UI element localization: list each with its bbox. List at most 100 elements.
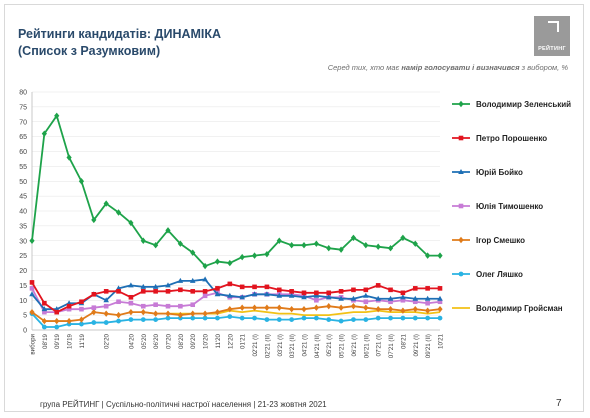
data-point-smeshko xyxy=(301,305,307,313)
data-point-boyko xyxy=(325,294,332,300)
data-point-zelensky xyxy=(202,262,208,270)
data-point-liashko xyxy=(239,315,245,321)
x-tick-label: 08'20 xyxy=(178,333,185,349)
x-tick-label: 05'21 (II) xyxy=(339,334,346,358)
x-tick-label: 09'19 xyxy=(54,333,61,349)
data-point-boyko xyxy=(103,297,109,303)
data-point-tymoshenko xyxy=(153,302,158,308)
logo-text: РЕЙТИНГ xyxy=(538,46,566,52)
data-point-tymoshenko xyxy=(140,303,146,309)
data-point-smeshko xyxy=(251,304,258,311)
y-tick-label: 75 xyxy=(19,104,27,111)
data-point-zelensky xyxy=(289,242,295,249)
x-tick-label: 07'21 (I) xyxy=(376,334,383,357)
data-point-tymoshenko xyxy=(178,303,183,309)
data-point-boyko xyxy=(363,292,369,298)
data-point-boyko xyxy=(350,295,357,301)
data-point-liashko xyxy=(79,321,84,327)
data-point-boyko xyxy=(313,292,320,298)
subtitle-prefix: Серед тих, хто має xyxy=(327,63,402,72)
data-point-poroshenko xyxy=(116,289,121,294)
data-point-tymoshenko xyxy=(29,286,35,291)
data-point-tymoshenko xyxy=(314,297,319,303)
data-point-tymoshenko xyxy=(116,299,121,305)
data-point-liashko xyxy=(54,324,60,330)
data-point-smeshko xyxy=(214,308,221,316)
data-point-smeshko xyxy=(128,308,134,316)
data-point-smeshko xyxy=(190,310,196,317)
x-tick-label: 04'20 xyxy=(128,333,135,349)
data-point-boyko xyxy=(227,292,233,298)
data-point-liashko xyxy=(227,314,233,320)
data-point-poroshenko xyxy=(178,287,183,293)
data-point-tymoshenko xyxy=(400,297,406,303)
x-tick-label: 07'21 (II) xyxy=(388,334,395,358)
x-tick-label: 05'21 (I) xyxy=(326,334,333,357)
legend-label-boyko: Юрій Бойко xyxy=(476,168,523,177)
data-point-smeshko xyxy=(140,308,146,316)
data-point-boyko xyxy=(276,292,283,298)
data-point-smeshko xyxy=(326,303,332,310)
data-point-boyko xyxy=(214,291,221,297)
slide-title: Рейтинги кандидатів: ДИНАМІКА (Список з … xyxy=(18,26,221,60)
data-point-liashko xyxy=(437,315,443,321)
data-point-poroshenko xyxy=(264,284,270,290)
data-point-zelensky xyxy=(375,243,381,250)
data-point-boyko xyxy=(251,291,258,297)
data-point-liashko xyxy=(425,315,431,321)
data-point-liashko xyxy=(103,320,109,325)
data-point-smeshko xyxy=(387,305,394,313)
data-point-smeshko xyxy=(313,304,319,311)
data-point-zelensky xyxy=(425,252,431,259)
data-point-liashko xyxy=(202,315,208,321)
data-point-liashko xyxy=(400,315,406,321)
data-point-boyko xyxy=(165,282,171,288)
data-point-zelensky xyxy=(54,112,60,119)
data-point-zelensky xyxy=(214,258,221,265)
data-point-liashko xyxy=(91,320,97,325)
data-point-tymoshenko xyxy=(388,299,393,305)
data-point-liashko xyxy=(351,317,356,322)
data-point-smeshko xyxy=(153,310,159,317)
data-point-boyko xyxy=(412,295,419,301)
x-tick-label: 05'20 xyxy=(141,333,148,349)
data-point-tymoshenko xyxy=(425,300,430,306)
series-line-liashko xyxy=(31,313,440,328)
data-point-zelensky xyxy=(363,242,369,249)
data-point-zelensky xyxy=(264,250,270,258)
data-point-boyko xyxy=(301,294,307,300)
data-point-smeshko xyxy=(78,316,85,323)
data-point-poroshenko xyxy=(412,286,418,291)
data-point-tymoshenko xyxy=(79,306,84,312)
data-point-boyko xyxy=(239,294,245,300)
data-point-zelensky xyxy=(177,240,183,247)
series-line-poroshenko xyxy=(31,281,440,314)
data-point-zelensky xyxy=(41,130,47,137)
y-tick-label: 35 xyxy=(19,223,27,230)
legend-label-liashko: Олег Ляшко xyxy=(476,270,523,279)
data-point-boyko xyxy=(41,306,48,312)
x-tick-label: 01'21 xyxy=(240,333,247,349)
data-point-poroshenko xyxy=(54,309,60,315)
data-point-smeshko xyxy=(375,305,381,313)
data-point-liashko xyxy=(388,315,393,321)
x-tick-label: 02'21 (I) xyxy=(252,334,259,357)
data-point-smeshko xyxy=(363,304,369,311)
legend-marker-tymoshenko xyxy=(458,203,464,209)
x-tick-label: 11'20 xyxy=(215,333,222,348)
legend-label-smeshko: Ігор Смешко xyxy=(476,236,525,245)
data-point-tymoshenko xyxy=(202,293,208,299)
data-point-poroshenko xyxy=(29,280,35,285)
data-point-tymoshenko xyxy=(66,306,72,312)
data-point-smeshko xyxy=(177,311,183,319)
data-point-poroshenko xyxy=(165,289,171,294)
y-tick-label: 15 xyxy=(19,283,27,290)
legend-marker-poroshenko xyxy=(458,135,464,141)
data-point-smeshko xyxy=(425,307,431,314)
y-tick-label: 70 xyxy=(19,119,27,126)
data-point-poroshenko xyxy=(190,289,196,294)
y-tick-label: 45 xyxy=(19,194,27,201)
data-point-liashko xyxy=(140,317,146,322)
data-point-poroshenko xyxy=(227,281,233,287)
